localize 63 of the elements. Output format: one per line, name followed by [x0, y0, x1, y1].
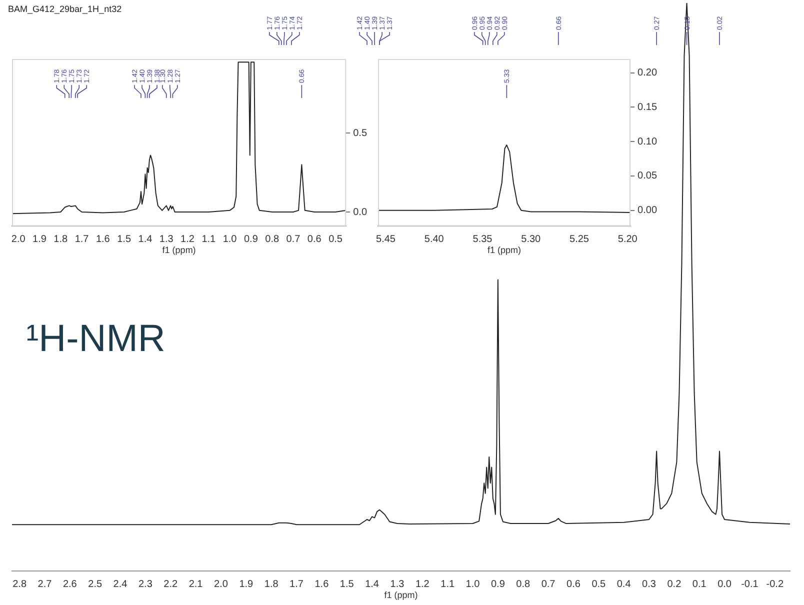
y-tick-label: 0.00	[638, 205, 658, 216]
x-axis-title: f1 (ppm)	[162, 245, 196, 256]
x-tick-label: 0.4	[616, 578, 632, 590]
x-tick-label: 0.8	[516, 578, 530, 590]
x-tick-label: 1.5	[117, 234, 132, 245]
x-tick-label: 1.8	[264, 578, 279, 590]
x-tick-label: -0.1	[741, 578, 759, 590]
x-tick-label: 2.6	[62, 578, 78, 590]
x-axis-title: f1 (ppm)	[384, 590, 418, 600]
x-tick-label: 0.2	[667, 578, 682, 590]
x-tick-label: 2.4	[113, 578, 128, 590]
x-tick-label: 0.0	[718, 578, 732, 590]
x-tick-label: 5.40	[424, 234, 444, 245]
x-tick-label: 1.6	[314, 578, 330, 590]
x-tick-label: 0.5	[328, 234, 343, 245]
x-tick-label: 2.3	[138, 578, 153, 590]
x-tick-label: 0.6	[307, 234, 322, 245]
x-tick-label: 2.1	[188, 578, 204, 590]
x-tick-label: 5.25	[570, 234, 590, 245]
x-tick-label: 1.3	[159, 234, 174, 245]
y-tick-label: 0.15	[638, 102, 658, 113]
x-tick-label: 0.7	[286, 234, 301, 245]
x-tick-label: 1.9	[239, 578, 254, 590]
x-tick-label: 2.5	[88, 578, 102, 590]
x-tick-label: -0.2	[766, 578, 784, 590]
y-tick-label: 0.10	[638, 136, 658, 148]
chart-title: BAM_G412_29bar_1H_nt32	[8, 4, 122, 14]
x-tick-label: 1.0	[466, 578, 480, 590]
x-tick-label: 0.9	[490, 578, 506, 590]
x-tick-label: 1.7	[74, 234, 90, 245]
x-tick-label: 1.3	[390, 578, 405, 590]
x-axis-title: f1 (ppm)	[488, 245, 522, 256]
x-tick-label: 1.2	[415, 578, 430, 590]
x-tick-label: 1.0	[222, 234, 238, 245]
x-tick-label: 1.4	[138, 234, 153, 245]
x-tick-label: 1.9	[32, 234, 47, 245]
y-tick-label: 0.20	[638, 68, 658, 79]
x-tick-label: 1.4	[365, 578, 380, 590]
x-tick-label: 1.1	[440, 578, 455, 590]
x-tick-label: 1.2	[180, 234, 195, 245]
x-tick-label: 2.7	[38, 578, 52, 590]
x-tick-label: 1.5	[340, 578, 354, 590]
x-tick-label: 1.7	[290, 578, 304, 590]
x-tick-label: 2.2	[164, 578, 178, 590]
x-tick-label: 0.8	[265, 234, 280, 245]
x-tick-label: 5.45	[376, 234, 396, 245]
x-tick-label: 5.20	[618, 234, 638, 245]
x-tick-label: 0.1	[692, 578, 707, 590]
x-tick-label: 2.0	[214, 578, 228, 590]
x-tick-label: 1.1	[202, 234, 216, 245]
x-tick-label: 0.9	[244, 234, 258, 245]
x-tick-label: 0.3	[642, 578, 656, 590]
x-tick-label: 1.6	[96, 234, 110, 245]
x-tick-label: 5.35	[472, 234, 493, 245]
x-tick-label: 0.5	[592, 578, 606, 590]
x-tick-label: 2.8	[12, 578, 27, 590]
x-tick-label: 5.30	[521, 234, 542, 245]
x-tick-label: 1.8	[54, 234, 68, 245]
x-tick-label: 2.0	[11, 234, 26, 245]
x-tick-label: 0.6	[566, 578, 581, 590]
annotation: ¹H-NMR	[26, 318, 166, 361]
x-tick-label: 0.7	[541, 578, 556, 590]
y-tick-label: 0.05	[638, 170, 658, 182]
